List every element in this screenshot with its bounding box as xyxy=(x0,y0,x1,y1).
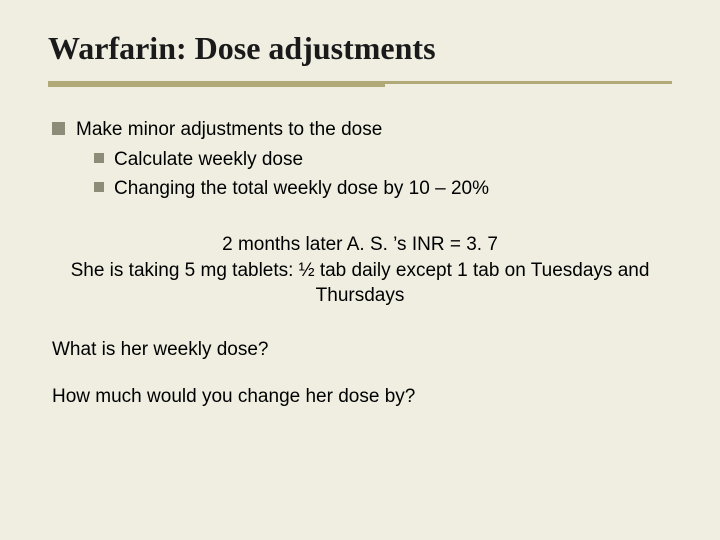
bullet-level2: Changing the total weekly dose by 10 – 2… xyxy=(94,176,672,202)
square-bullet-icon xyxy=(52,122,65,135)
slide: Warfarin: Dose adjustments Make minor ad… xyxy=(0,0,720,452)
slide-title: Warfarin: Dose adjustments xyxy=(48,30,672,67)
case-paragraph: 2 months later A. S. ’s INR = 3. 7 She i… xyxy=(48,232,672,309)
question: What is her weekly dose? xyxy=(52,337,672,363)
bullet-text: Calculate weekly dose xyxy=(114,147,303,173)
bullet-level1: Make minor adjustments to the dose xyxy=(52,117,672,143)
case-line: 2 months later A. S. ’s INR = 3. 7 xyxy=(58,232,662,258)
bullet-text: Changing the total weekly dose by 10 – 2… xyxy=(114,176,489,202)
question: How much would you change her dose by? xyxy=(52,384,672,410)
bullet-level2: Calculate weekly dose xyxy=(94,147,672,173)
square-bullet-icon xyxy=(94,153,104,163)
title-underline xyxy=(48,81,672,87)
bullet-text: Make minor adjustments to the dose xyxy=(76,117,382,143)
rule-bottom xyxy=(48,84,385,87)
slide-content: Make minor adjustments to the dose Calcu… xyxy=(48,117,672,410)
case-line: She is taking 5 mg tablets: ½ tab daily … xyxy=(58,258,662,309)
square-bullet-icon xyxy=(94,182,104,192)
